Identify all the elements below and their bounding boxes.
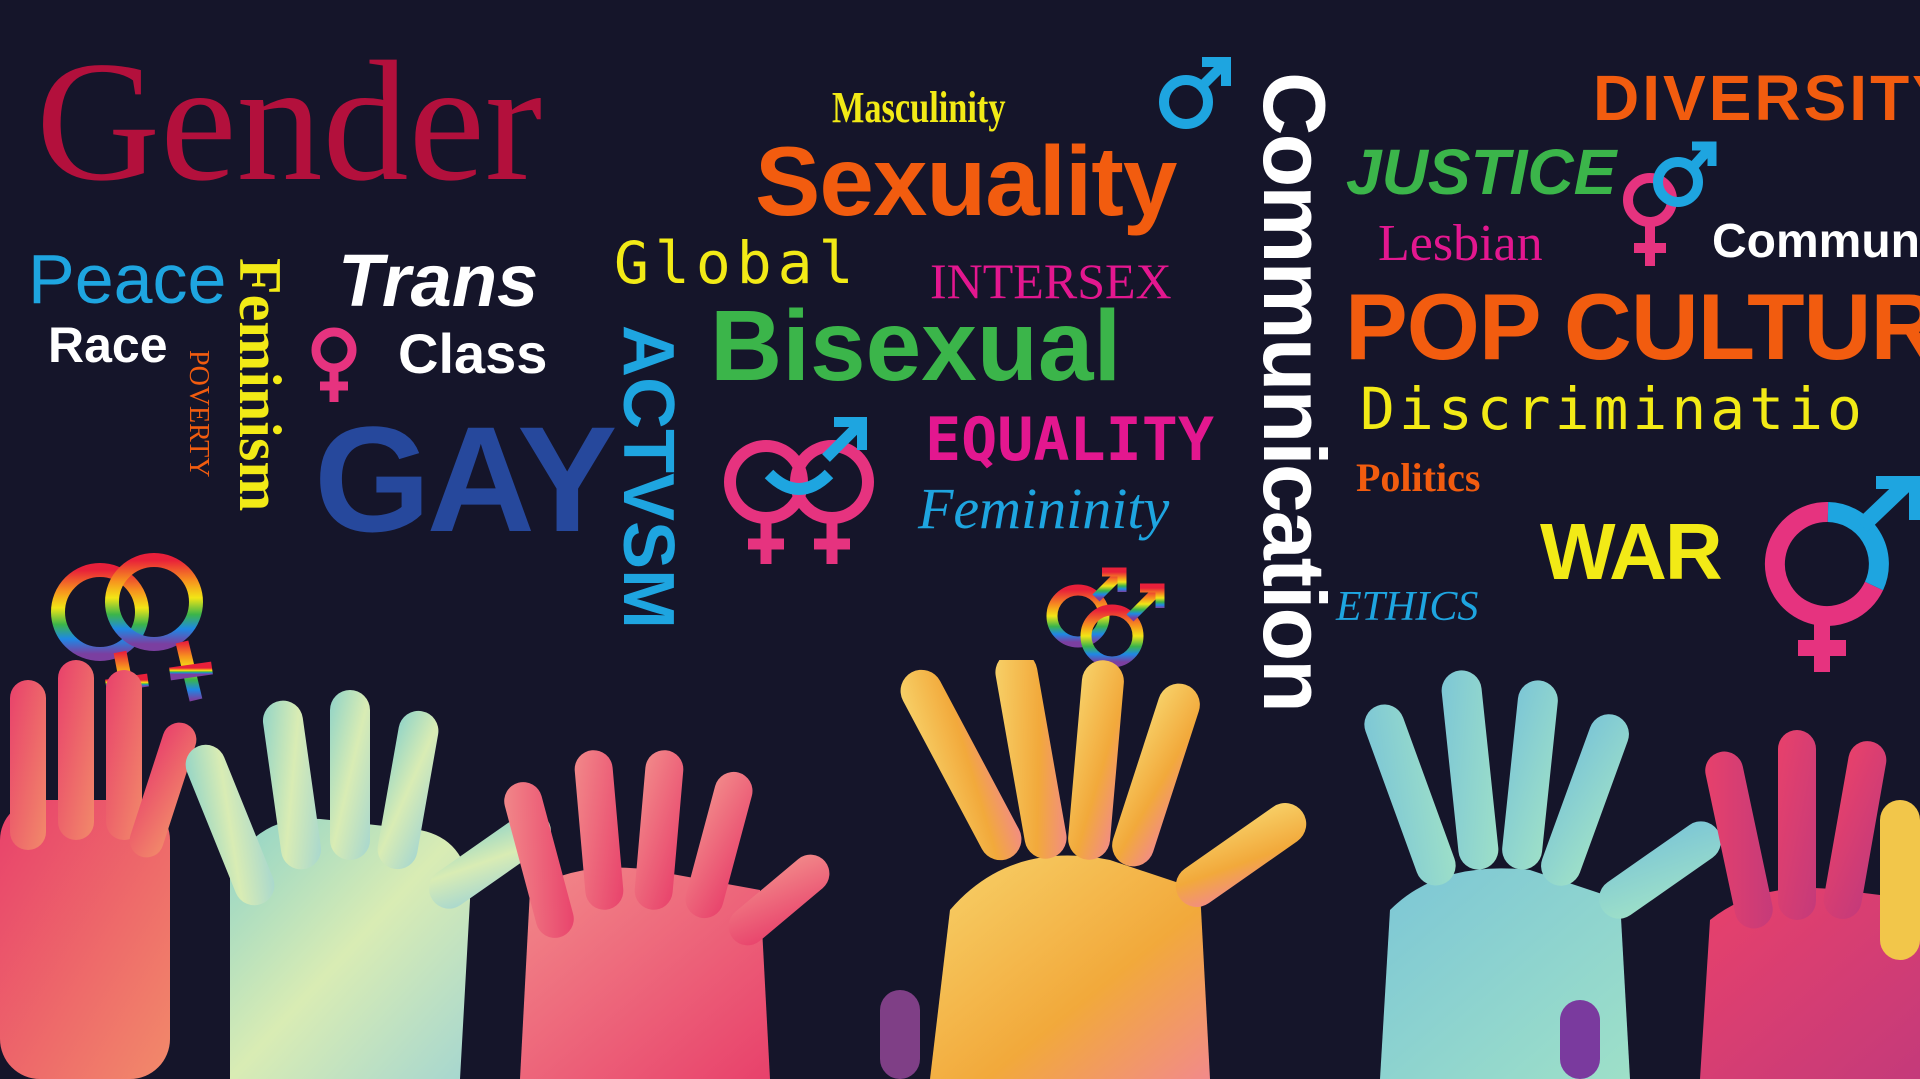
word-pop-culture: POP CULTUR [1345, 274, 1920, 379]
word-communication-vertical: Communication [1245, 72, 1344, 711]
word-lesbian: Lesbian [1378, 215, 1543, 272]
word-politics: Politics [1356, 455, 1481, 500]
word-ethics: ETHICS [1336, 584, 1479, 630]
word-gay: GAY [314, 395, 617, 563]
raised-hands-illustration [0, 660, 1920, 1079]
word-poverty: POVERTY [183, 350, 214, 478]
word-discrimination: Discriminatio [1360, 375, 1866, 443]
word-trans: Trans [338, 239, 539, 322]
venus-mars-symbol-icon [1623, 141, 1717, 266]
word-race: Race [48, 317, 168, 373]
male-symbol-icon [1159, 57, 1231, 129]
word-intersex: INTERSEX [930, 253, 1172, 309]
double-mars-pink-blue-icon [724, 417, 874, 564]
word-justice: JUSTICE [1346, 136, 1617, 208]
word-diversity: DIVERSITY [1593, 62, 1920, 134]
word-class: Class [398, 322, 548, 385]
venus-symbol-icon [311, 327, 357, 402]
word-community: Communi [1712, 215, 1920, 268]
word-sexuality: Sexuality [755, 126, 1177, 236]
word-equality: EQUALITY [925, 405, 1214, 475]
word-masculinity: Masculinity [832, 83, 1006, 132]
word-gender: Gender [36, 27, 543, 217]
word-war: WAR [1540, 507, 1723, 596]
word-activism: ACTVSM [608, 325, 688, 629]
word-global: Global [614, 229, 860, 297]
word-peace: Peace [28, 240, 227, 318]
word-femininity: Femininity [918, 476, 1170, 541]
word-bisexual: Bisexual [710, 290, 1122, 402]
transgender-symbol-large-icon [1764, 476, 1920, 672]
word-feminism: Feminism [227, 258, 293, 512]
double-mars-rainbow-icon [1046, 567, 1165, 668]
